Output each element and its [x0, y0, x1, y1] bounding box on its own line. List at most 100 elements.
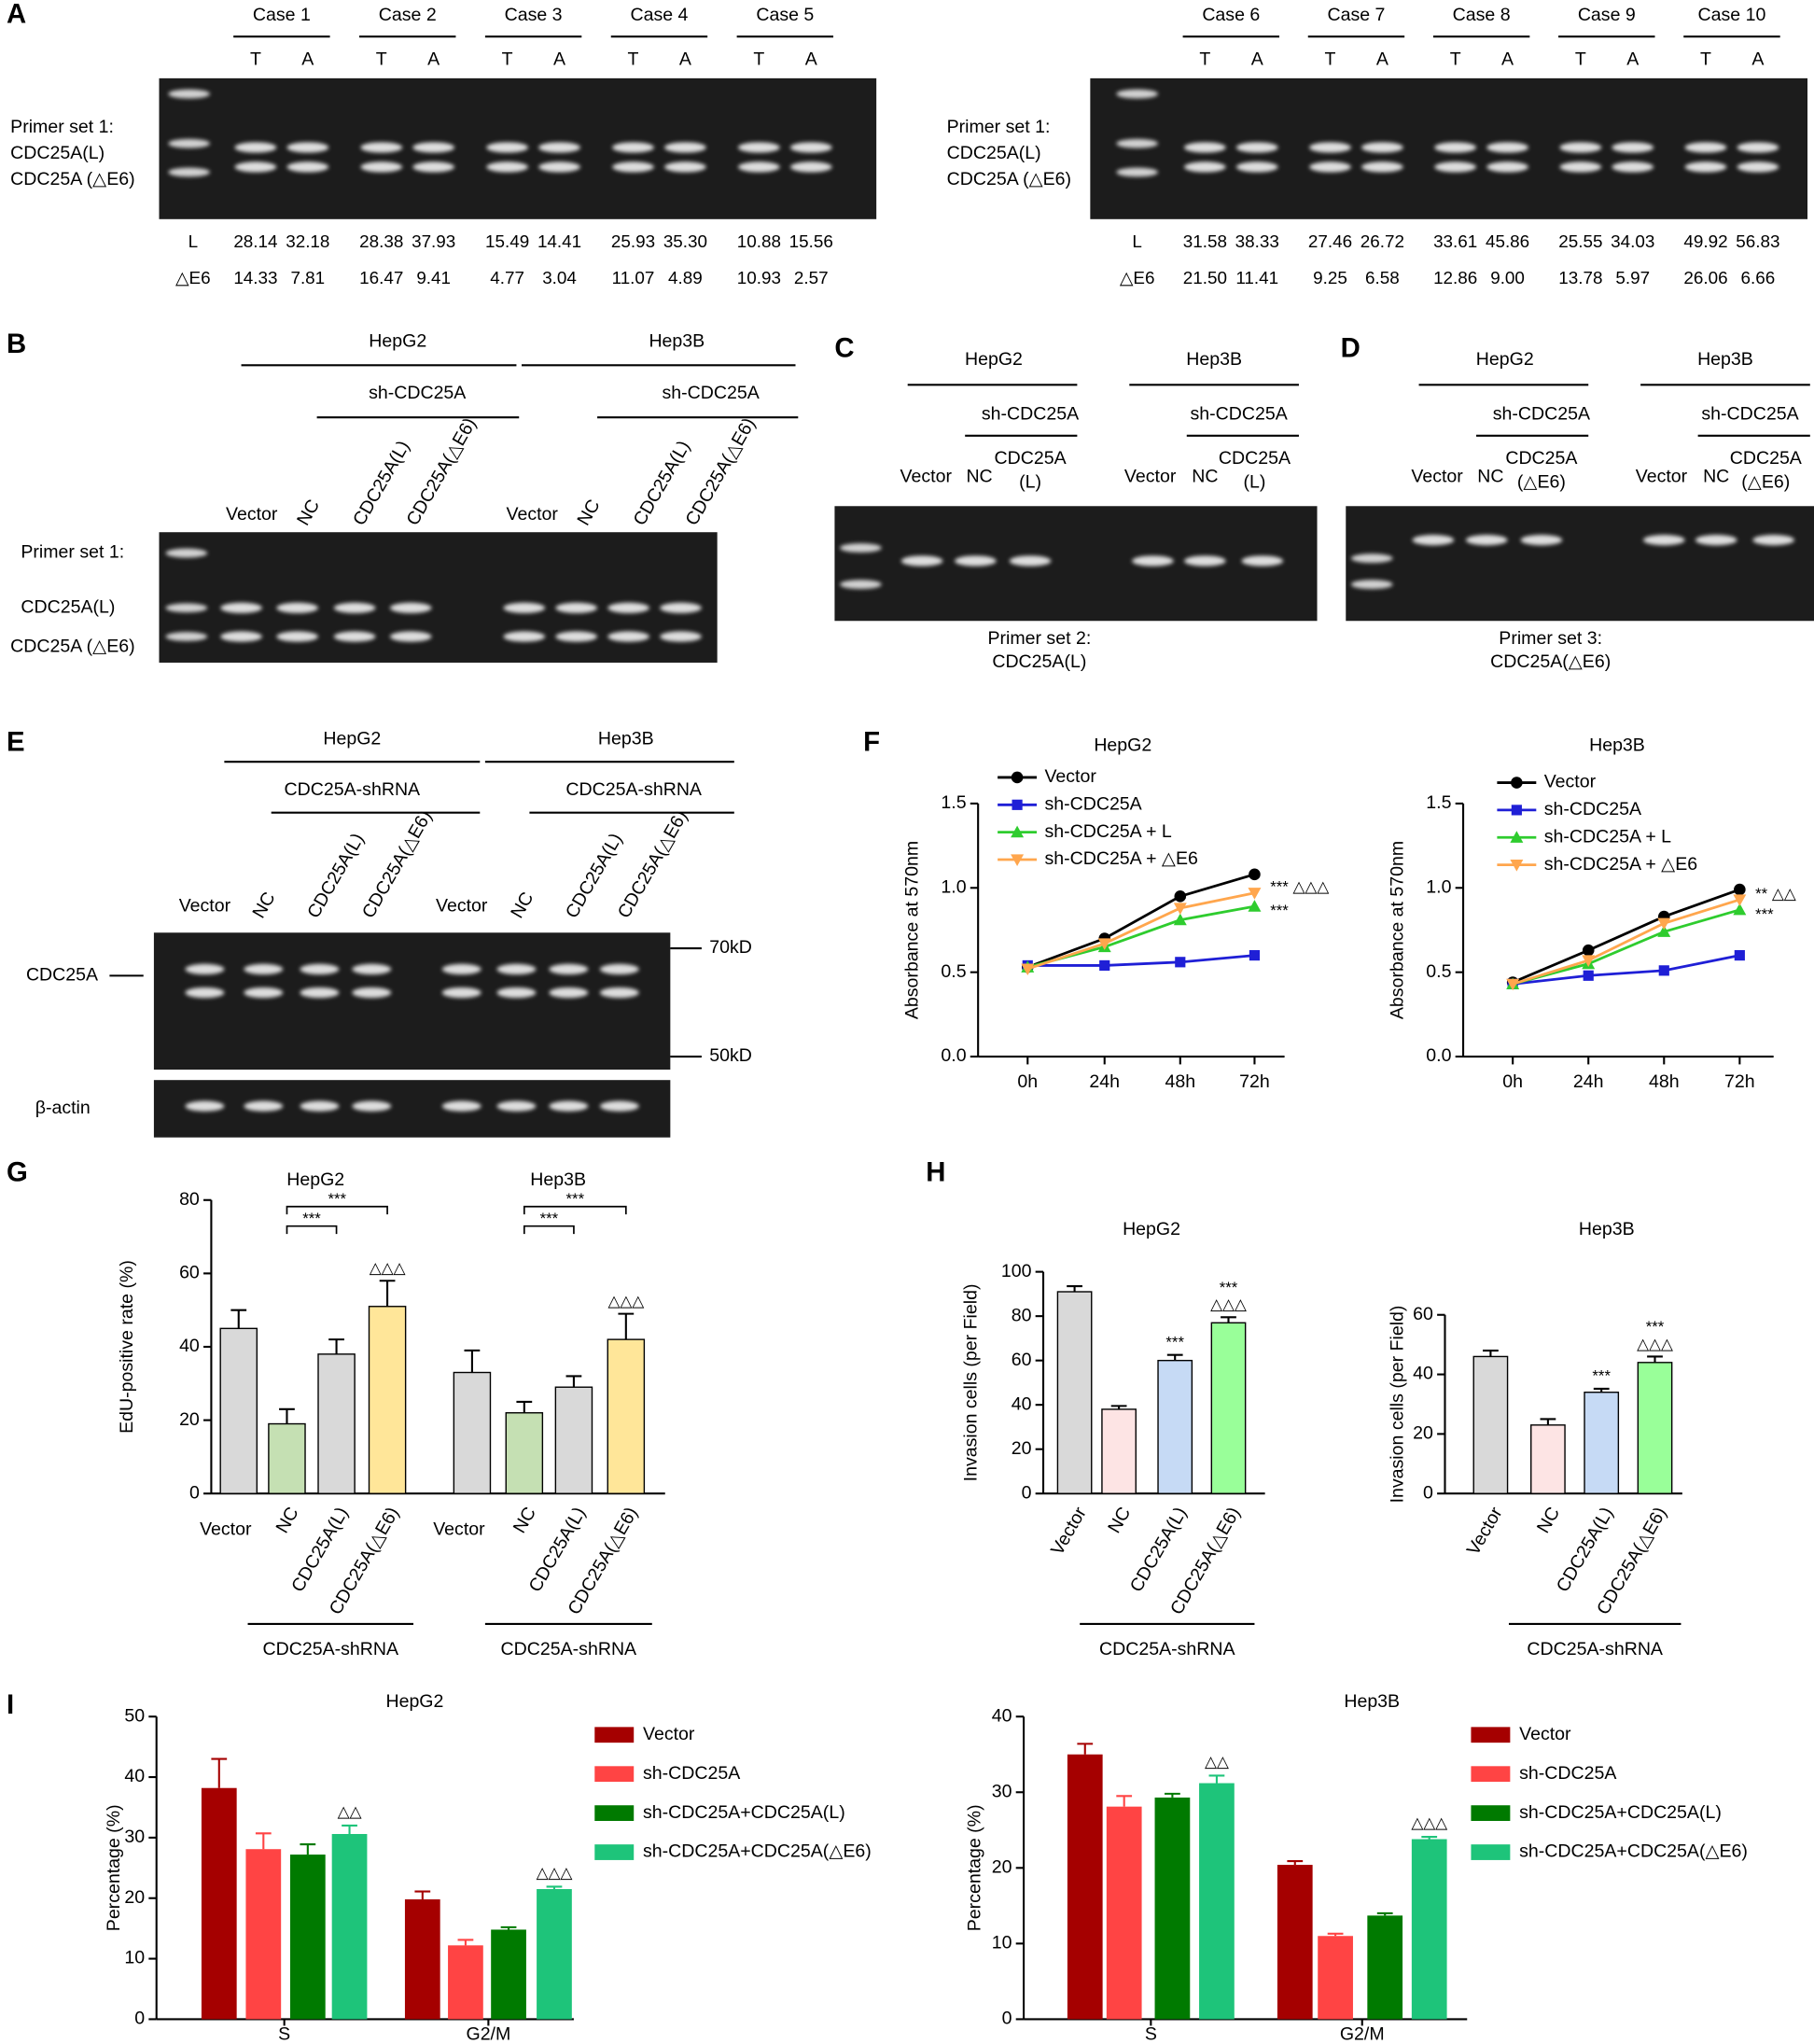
treatment-label: sh-CDC25A	[369, 383, 466, 403]
gel-band	[234, 161, 277, 173]
row-label: L	[188, 231, 199, 251]
gel-band	[738, 161, 780, 173]
legend-marker	[1511, 777, 1523, 789]
lane-label: T	[1450, 49, 1461, 69]
gel-band	[220, 631, 262, 642]
gel-band	[286, 161, 329, 173]
lane-label: NC	[573, 496, 604, 528]
data-point	[1582, 944, 1595, 957]
error-bar	[1110, 1405, 1127, 1409]
ladder-band	[1116, 89, 1159, 99]
gel-band	[1361, 142, 1403, 153]
ratio-value: 37.93	[412, 231, 455, 251]
chart-title: Hep3B	[1579, 1219, 1635, 1239]
series-line	[1026, 891, 1255, 971]
legend-label: sh-CDC25A	[1519, 1763, 1616, 1784]
lane-label: Vector	[179, 895, 231, 916]
ratio-value: 7.81	[290, 268, 325, 287]
legend-swatch	[594, 1844, 635, 1860]
gel-band	[441, 1100, 481, 1112]
cell-line-label: HepG2	[1476, 349, 1534, 370]
legend-marker	[1011, 825, 1025, 838]
gel-band	[412, 161, 455, 173]
legend-label: sh-CDC25A + L	[1044, 821, 1171, 842]
y-tick-label: 30	[124, 1827, 145, 1847]
legend-marker	[1012, 799, 1023, 810]
data-point	[1583, 970, 1594, 981]
bar	[491, 1929, 526, 2020]
legend-label: sh-CDC25A+CDC25A(△E6)	[1519, 1841, 1748, 1862]
bar	[505, 1412, 544, 1494]
ladder-band	[840, 543, 882, 553]
bar	[268, 1422, 306, 1494]
x-tick-label: 24h	[1089, 1071, 1120, 1092]
legend-label: sh-CDC25A + △E6	[1544, 854, 1698, 875]
significance: ***	[328, 1190, 346, 1208]
gel-band	[789, 161, 832, 173]
bar	[1056, 1291, 1093, 1494]
bar	[537, 1889, 572, 2020]
case-label: Case 4	[630, 5, 688, 25]
gel-band	[1612, 161, 1654, 173]
case-label: Case 6	[1202, 5, 1260, 25]
legend-label: Vector	[1044, 766, 1096, 787]
group-label: CDC25A-shRNA	[1527, 1639, 1663, 1659]
case-label: Case 2	[379, 5, 437, 25]
y-tick-label: 80	[1012, 1305, 1032, 1325]
x-tick-label: NC	[1533, 1504, 1564, 1536]
gel-band	[276, 602, 319, 613]
treatment-label: sh-CDC25A	[1493, 404, 1590, 425]
data-point	[1174, 890, 1187, 903]
error-bar	[1327, 1932, 1344, 1937]
significance: ***	[1592, 1367, 1611, 1385]
gel-band	[1612, 142, 1654, 153]
legend-marker	[1011, 771, 1024, 784]
lane-label: CDC25A	[994, 448, 1066, 469]
significance: △△△	[537, 1864, 574, 1882]
gel-band	[244, 963, 284, 974]
significance: △△△	[370, 1259, 407, 1277]
gel-band	[738, 142, 780, 153]
bar	[219, 1327, 258, 1494]
legend-swatch	[1471, 1727, 1511, 1743]
gel-band	[1412, 535, 1455, 546]
lane-label: Vector	[226, 504, 278, 525]
chart-title: HepG2	[1123, 1219, 1180, 1239]
lane-label: T	[1575, 49, 1586, 69]
significance: △△△	[1411, 1814, 1448, 1832]
group-label: CDC25A-shRNA	[262, 1639, 398, 1659]
error-bar	[1221, 1316, 1236, 1323]
panel-label: E	[7, 726, 25, 757]
legend-marker	[1011, 854, 1025, 866]
significance: △△	[338, 1802, 363, 1820]
error-bar	[300, 1842, 316, 1855]
error-bar	[1165, 1792, 1180, 1798]
lane-label: T	[1199, 49, 1210, 69]
gel-band	[244, 1100, 284, 1112]
ratio-value: 16.47	[359, 268, 403, 287]
lane-label: (L)	[1019, 471, 1041, 492]
chart-title: HepG2	[1094, 735, 1151, 756]
gel-band	[599, 963, 639, 974]
ladder-band	[1116, 167, 1159, 177]
gel-band	[496, 1100, 537, 1112]
y-tick-label: 40	[992, 1705, 1012, 1726]
size-marker: 50kD	[709, 1045, 752, 1066]
annotation: ** △△	[1755, 885, 1797, 903]
gel-band	[607, 631, 649, 642]
gel-band	[660, 602, 702, 613]
x-tick-label: S	[278, 2023, 290, 2044]
y-tick-label: 20	[179, 1409, 200, 1430]
ratio-value: 6.66	[1741, 268, 1776, 287]
bar	[1530, 1424, 1566, 1494]
panel-label: D	[1341, 332, 1360, 363]
panel-label: B	[7, 329, 26, 359]
error-bar	[1077, 1743, 1094, 1755]
gel-band	[220, 602, 262, 613]
gel-band	[503, 631, 546, 642]
lane-label: Vector	[900, 467, 953, 487]
bar	[404, 1899, 440, 2020]
ladder-band	[1350, 580, 1393, 590]
error-bar	[546, 1885, 563, 1890]
